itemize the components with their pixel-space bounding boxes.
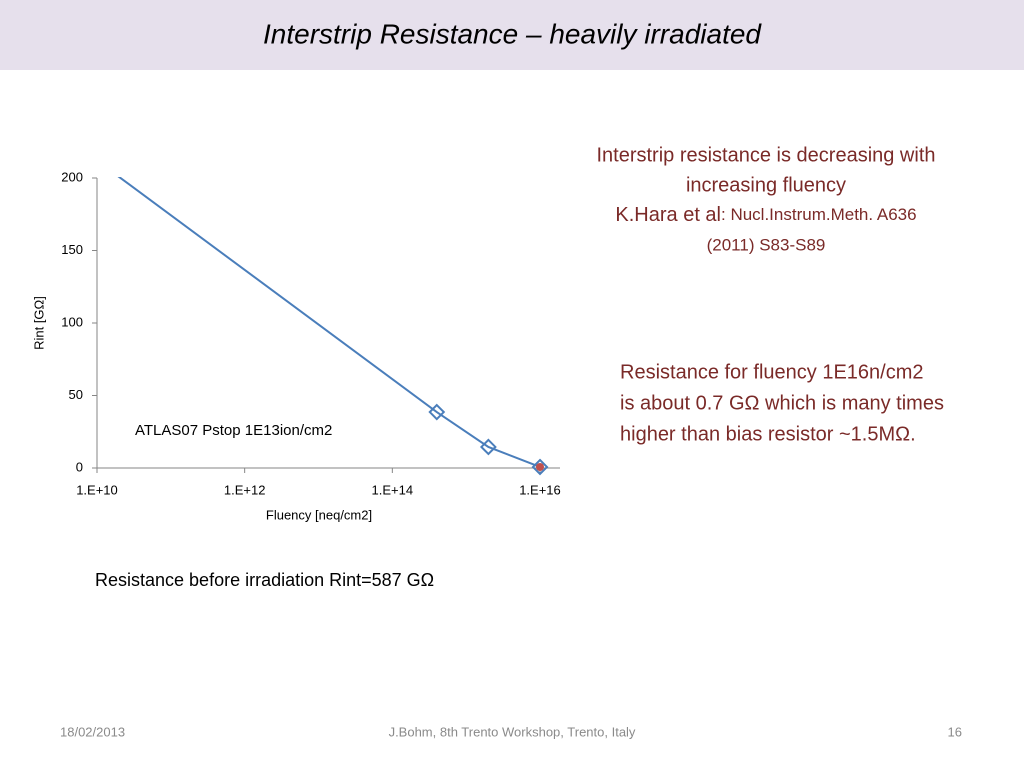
plot-area bbox=[90, 154, 549, 476]
title-bar bbox=[0, 0, 1024, 70]
note-1: Interstrip resistance is decreasing with… bbox=[596, 144, 935, 254]
footer-page: 16 bbox=[948, 724, 962, 739]
note-line: Interstrip resistance is decreasing with bbox=[596, 144, 935, 166]
point-marker bbox=[428, 403, 446, 421]
note-part: K.Hara et al bbox=[615, 204, 721, 226]
series-line bbox=[117, 177, 541, 468]
note-line: K.Hara et al: Nucl.Instrum.Meth. A636 bbox=[615, 204, 916, 226]
x-axis-label: Fluency [neq/cm2] bbox=[266, 507, 372, 522]
point-marker bbox=[531, 458, 549, 476]
point-marker bbox=[536, 462, 544, 471]
y-tick-label: 100 bbox=[61, 314, 83, 329]
slide-title: Interstrip Resistance – heavily irradiat… bbox=[263, 18, 762, 49]
x-tick-label: 1.E+14 bbox=[372, 482, 414, 497]
note-2: Resistance for fluency 1E16n/cm2 is abou… bbox=[620, 361, 944, 445]
x-tick-label: 1.E+12 bbox=[224, 482, 266, 497]
footer: 18/02/2013 J.Bohm, 8th Trento Workshop, … bbox=[60, 724, 962, 739]
note-line: Resistance for fluency 1E16n/cm2 bbox=[620, 361, 924, 383]
point-marker bbox=[479, 438, 497, 456]
note-part: : Nucl.Instrum.Meth. A636 bbox=[721, 205, 917, 224]
caption: Resistance before irradiation Rint=587 G… bbox=[95, 570, 434, 590]
note-line: increasing fluency bbox=[686, 174, 846, 196]
note-line: is about 0.7 GΩ which is many times bbox=[620, 392, 944, 414]
y-tick-label: 50 bbox=[69, 387, 83, 402]
x-tick-label: 1.E+16 bbox=[519, 482, 561, 497]
y-tick-label: 200 bbox=[61, 169, 83, 184]
chart: 0 50 100 150 200 1.E+10 1.E+12 1.E+14 1.E+16 bbox=[61, 154, 561, 497]
footer-date: 18/02/2013 bbox=[60, 724, 125, 739]
note-line: (2011) S83-S89 bbox=[707, 235, 826, 254]
annotation: ATLAS07 Pstop 1E13ion/cm2 bbox=[135, 422, 332, 439]
point-marker bbox=[90, 154, 104, 168]
x-tick-label: 1.E+10 bbox=[76, 482, 118, 497]
y-tick-label: 0 bbox=[76, 459, 83, 474]
footer-center: J.Bohm, 8th Trento Workshop, Trento, Ita… bbox=[389, 724, 636, 739]
y-tick-label: 150 bbox=[61, 242, 83, 257]
y-axis-label: Rint [GΩ] bbox=[31, 296, 46, 350]
note-line: higher than bias resistor ~1.5MΩ. bbox=[620, 423, 916, 445]
